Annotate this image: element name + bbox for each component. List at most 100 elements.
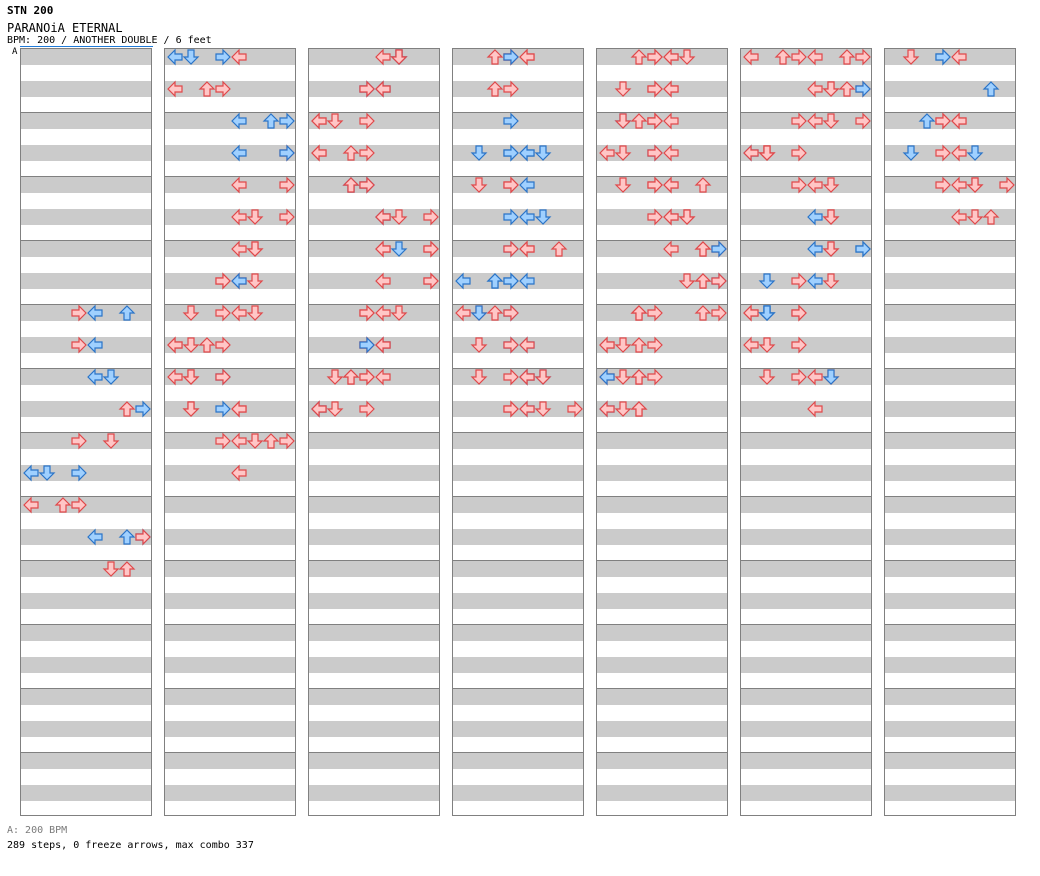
beat-stripe	[453, 497, 583, 513]
up-arrow-icon	[694, 273, 712, 289]
beat-stripe	[453, 593, 583, 609]
up-arrow-icon	[118, 305, 136, 321]
down-arrow-icon	[326, 401, 344, 417]
beat-stripe	[741, 785, 871, 801]
measure-line	[165, 560, 295, 561]
measure-line	[21, 240, 151, 241]
right-arrow-icon	[503, 304, 519, 322]
right-arrow-icon	[279, 432, 295, 450]
left-arrow-icon	[663, 176, 679, 194]
right-arrow-icon	[71, 336, 87, 354]
down-arrow-icon	[326, 113, 344, 129]
right-arrow-icon	[935, 176, 951, 194]
beat-stripe	[741, 689, 871, 705]
up-arrow-icon	[630, 369, 648, 385]
left-arrow-icon	[87, 336, 103, 354]
measure-line	[741, 176, 871, 177]
beat-stripe	[453, 529, 583, 545]
measure-line	[885, 368, 1015, 369]
beat-stripe	[21, 145, 151, 161]
measure-line	[21, 112, 151, 113]
down-arrow-icon	[822, 177, 840, 193]
beat-stripe	[885, 433, 1015, 449]
measure-line	[21, 624, 151, 625]
up-arrow-icon	[630, 337, 648, 353]
beat-stripe	[165, 241, 295, 257]
bpm-change-line	[20, 46, 153, 47]
measure-line	[309, 624, 439, 625]
up-arrow-icon	[982, 209, 1000, 225]
measure-line	[21, 304, 151, 305]
beat-stripe	[21, 369, 151, 385]
down-arrow-icon	[822, 241, 840, 257]
beat-stripe	[21, 273, 151, 289]
beat-stripe	[165, 785, 295, 801]
measure-line	[453, 304, 583, 305]
down-arrow-icon	[182, 401, 200, 417]
right-arrow-icon	[135, 400, 151, 418]
up-arrow-icon	[486, 305, 504, 321]
beat-stripe	[885, 337, 1015, 353]
right-arrow-icon	[647, 208, 663, 226]
measure-line	[885, 752, 1015, 753]
up-arrow-icon	[118, 561, 136, 577]
down-arrow-icon	[614, 369, 632, 385]
beat-stripe	[165, 593, 295, 609]
beat-stripe	[885, 497, 1015, 513]
up-arrow-icon	[198, 81, 216, 97]
up-arrow-icon	[262, 113, 280, 129]
beat-stripe	[309, 721, 439, 737]
left-arrow-icon	[375, 304, 391, 322]
up-arrow-icon	[198, 337, 216, 353]
measure-line	[741, 304, 871, 305]
beat-stripe	[21, 113, 151, 129]
down-arrow-icon	[390, 209, 408, 225]
down-arrow-icon	[534, 145, 552, 161]
measure-line	[597, 240, 727, 241]
measure-line	[453, 176, 583, 177]
beat-stripe	[885, 625, 1015, 641]
chart-column	[164, 48, 296, 816]
beat-stripe	[741, 625, 871, 641]
up-arrow-icon	[342, 369, 360, 385]
measure-line	[21, 432, 151, 433]
up-arrow-icon	[982, 81, 1000, 97]
right-arrow-icon	[855, 49, 871, 66]
beat-stripe	[885, 721, 1015, 737]
measure-line	[309, 176, 439, 177]
up-arrow-icon	[342, 145, 360, 161]
measure-line	[309, 368, 439, 369]
measure-line	[597, 560, 727, 561]
beat-stripe	[309, 209, 439, 225]
down-arrow-icon	[390, 49, 408, 65]
right-arrow-icon	[503, 176, 519, 194]
left-arrow-icon	[231, 304, 247, 322]
right-arrow-icon	[215, 272, 231, 290]
up-arrow-icon	[694, 305, 712, 321]
right-arrow-icon	[855, 80, 871, 98]
right-arrow-icon	[855, 112, 871, 130]
measure-line	[165, 240, 295, 241]
measure-line	[309, 560, 439, 561]
left-arrow-icon	[951, 208, 967, 226]
up-arrow-icon	[774, 49, 792, 65]
beat-stripe	[21, 241, 151, 257]
left-arrow-icon	[23, 496, 39, 514]
beat-stripe	[885, 529, 1015, 545]
measure-line	[453, 240, 583, 241]
right-arrow-icon	[567, 400, 583, 418]
right-arrow-icon	[279, 144, 295, 162]
left-arrow-icon	[519, 49, 535, 66]
left-arrow-icon	[231, 272, 247, 290]
left-arrow-icon	[663, 49, 679, 66]
measure-line	[597, 368, 727, 369]
beat-stripe	[309, 273, 439, 289]
left-arrow-icon	[23, 464, 39, 482]
left-arrow-icon	[807, 208, 823, 226]
measure-line	[453, 560, 583, 561]
right-arrow-icon	[135, 528, 151, 546]
beat-stripe	[741, 209, 871, 225]
up-arrow-icon	[486, 49, 504, 65]
beat-stripe	[165, 209, 295, 225]
beat-stripe	[885, 369, 1015, 385]
